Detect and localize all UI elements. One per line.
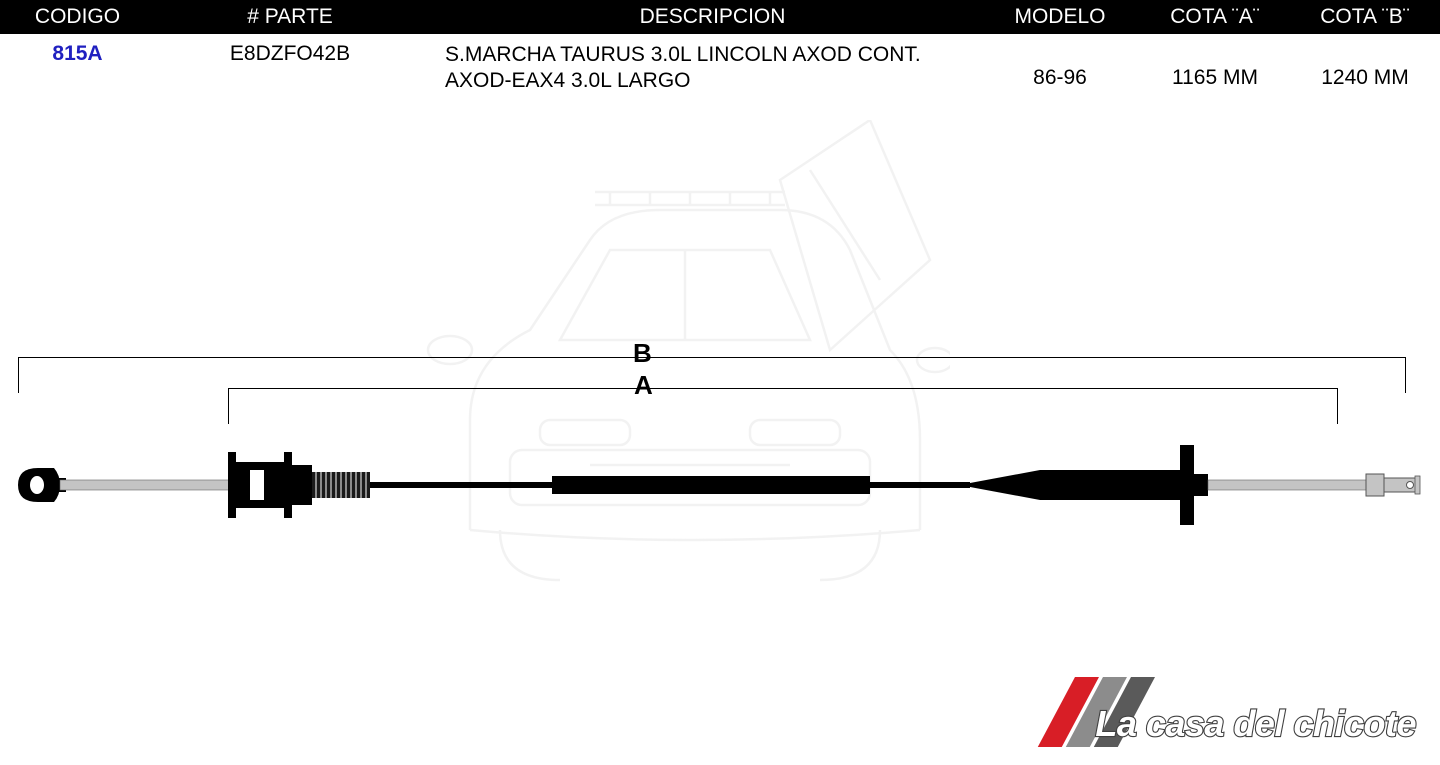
table-header: CODIGO # PARTE DESCRIPCION MODELO COTA ¨… xyxy=(0,0,1440,34)
cable-connector xyxy=(228,452,312,518)
brand-logo: La casa del chicote xyxy=(970,677,1420,747)
cable-right-collar xyxy=(1366,474,1384,496)
cell-modelo: 86-96 xyxy=(980,42,1140,90)
cable-right-rod xyxy=(1208,480,1366,490)
header-cota-b: COTA ¨B¨ xyxy=(1290,5,1440,29)
cable-mid-sleeve xyxy=(552,476,870,494)
cable-right-tip xyxy=(1384,476,1420,494)
header-modelo: MODELO xyxy=(980,5,1140,29)
desc-line1: S.MARCHA TAURUS 3.0L LINCOLN AXOD CONT. xyxy=(445,42,980,68)
cable-drawing xyxy=(10,430,1430,540)
cable-flange xyxy=(1180,445,1194,525)
cell-descripcion: S.MARCHA TAURUS 3.0L LINCOLN AXOD CONT. … xyxy=(425,42,980,95)
cable-thread xyxy=(312,472,370,498)
header-codigo: CODIGO xyxy=(0,5,155,29)
cable-left-eye xyxy=(18,468,66,502)
cable-left-rod xyxy=(60,480,232,490)
header-descripcion: DESCRIPCION xyxy=(425,5,980,29)
diagram-area: B A xyxy=(0,110,1440,690)
dimension-bracket-a xyxy=(228,388,1338,424)
logo-text: La casa del chicote xyxy=(1095,703,1416,745)
cable-post-flange xyxy=(1194,474,1208,496)
cable-taper xyxy=(970,470,1040,500)
cable-thick-sleeve xyxy=(1040,470,1188,500)
cell-cota-a: 1165 MM xyxy=(1140,42,1290,90)
dimension-label-b: B xyxy=(633,338,652,369)
header-parte: # PARTE xyxy=(155,5,425,29)
desc-line2: AXOD-EAX4 3.0L LARGO xyxy=(445,68,980,94)
cell-codigo: 815A xyxy=(0,42,155,66)
dimension-label-a: A xyxy=(634,370,653,401)
cable-wire-2 xyxy=(870,482,970,488)
table-row: 815A E8DZFO42B S.MARCHA TAURUS 3.0L LINC… xyxy=(0,34,1440,95)
cell-cota-b: 1240 MM xyxy=(1290,42,1440,90)
header-cota-a: COTA ¨A¨ xyxy=(1140,5,1290,29)
cell-parte: E8DZFO42B xyxy=(155,42,425,66)
cable-wire-1 xyxy=(370,482,552,488)
